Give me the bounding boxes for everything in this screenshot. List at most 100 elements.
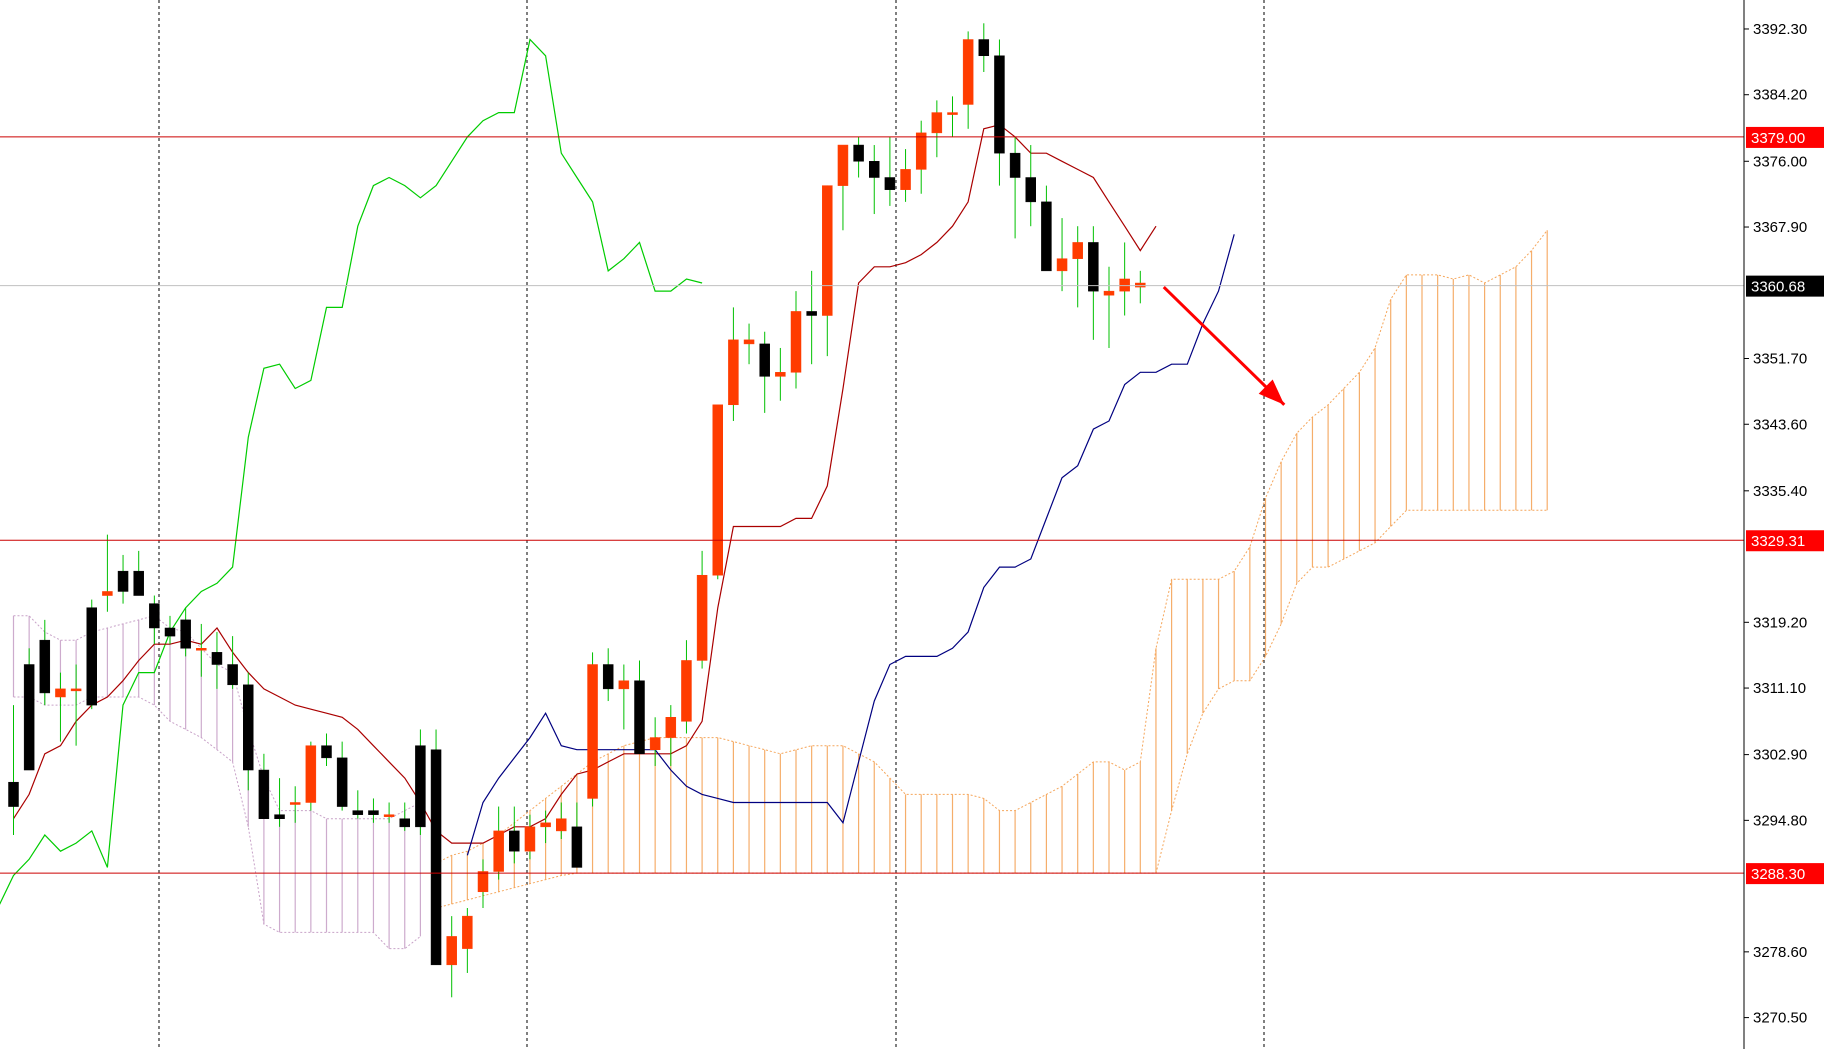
candle-body: [180, 619, 191, 649]
candle: [1119, 242, 1130, 316]
y-tick-label: 3294.80: [1753, 812, 1807, 829]
candle-body: [70, 688, 82, 692]
candle: [618, 664, 630, 730]
candle-body: [509, 830, 520, 852]
candle: [728, 307, 739, 422]
candle: [869, 145, 880, 215]
level-label-3-bg: [1746, 863, 1824, 885]
candle-body: [587, 664, 598, 799]
candle: [806, 270, 817, 365]
candle: [149, 595, 160, 645]
candle: [696, 550, 708, 669]
candle-body: [978, 39, 990, 57]
candle-body: [1119, 278, 1130, 292]
y-tick-label: 3311.10: [1753, 680, 1806, 697]
candle-body: [728, 339, 739, 406]
candle: [243, 672, 254, 791]
candle: [1041, 185, 1052, 272]
candle: [931, 100, 943, 158]
candle: [509, 806, 520, 864]
candle-body: [493, 830, 504, 872]
candle: [665, 705, 677, 766]
level-label-3: 3288.30: [1746, 863, 1824, 885]
y-tick-label: 3278.60: [1753, 944, 1807, 961]
level-label-2: 3329.31: [1746, 530, 1824, 552]
candle: [399, 802, 410, 831]
candle-body: [289, 802, 301, 805]
horizontal-levels: [0, 136, 1744, 874]
price-axis: 3392.30 3384.20 3376.00 3367.90 3351.70 3343.…: [1743, 0, 1824, 1049]
level-label-2-text: 3329.31: [1751, 533, 1805, 550]
candle-body: [524, 826, 536, 852]
y-tick-label: 3343.60: [1753, 416, 1807, 433]
candle-body: [618, 680, 630, 690]
candle: [1025, 145, 1036, 227]
candle-body: [133, 570, 144, 596]
forecast-arrow: [1162, 286, 1286, 406]
candle-body: [759, 343, 770, 377]
candle: [336, 741, 348, 811]
candle-body: [571, 826, 583, 868]
candle: [258, 753, 270, 819]
chikou-span-line: [0, 38, 703, 905]
current-price-label: 3360.68: [1746, 275, 1824, 297]
candle: [556, 802, 567, 840]
candle-body: [947, 112, 958, 115]
candle-body: [258, 769, 270, 819]
candle: [227, 636, 238, 689]
candle: [39, 619, 51, 706]
candle: [994, 39, 1005, 186]
y-tick-label: 3384.20: [1753, 87, 1807, 104]
level-label-2-bg: [1746, 530, 1824, 552]
candle: [180, 607, 191, 657]
candle-body: [368, 810, 379, 815]
candle-body: [1041, 201, 1052, 272]
candle: [571, 802, 583, 868]
candle-body: [430, 749, 442, 966]
level-label-1-bg: [1746, 126, 1824, 148]
candle-body: [102, 591, 113, 596]
candle: [947, 96, 958, 137]
ichimoku-cloud: [12, 229, 1548, 950]
level-label-1-text: 3379.00: [1751, 130, 1805, 147]
candle: [759, 331, 770, 413]
candle: [1135, 270, 1146, 304]
candle-body: [477, 871, 489, 893]
candle: [1072, 226, 1083, 308]
candle-body: [8, 781, 19, 807]
candle-body: [462, 915, 473, 949]
candle-body: [806, 311, 817, 316]
candlesticks: [8, 23, 1146, 998]
candle: [712, 404, 723, 580]
candle-body: [164, 627, 176, 637]
cloud-bearish-span-b: [13, 696, 421, 950]
candle-body: [383, 814, 395, 817]
y-tick-label: 3376.00: [1753, 153, 1807, 170]
candle-body: [634, 680, 645, 755]
candle: [446, 916, 457, 998]
candle-body: [869, 161, 880, 178]
candle: [164, 615, 176, 645]
candle: [524, 814, 536, 860]
arrow-shaft: [1162, 286, 1286, 406]
indicator-lines: [0, 38, 1235, 905]
candle-body: [900, 169, 911, 190]
y-tick-label: 3351.70: [1753, 351, 1807, 368]
candle: [822, 185, 833, 357]
candle: [117, 554, 129, 604]
level-label-3-text: 3288.30: [1751, 866, 1805, 883]
candle-body: [227, 664, 238, 686]
candle: [415, 729, 426, 835]
candle: [321, 733, 332, 766]
grid-layer: [158, 0, 1265, 1049]
candle-body: [1135, 282, 1146, 288]
candle-body: [602, 664, 614, 690]
candle-body: [1009, 152, 1021, 178]
candle-body: [1072, 242, 1083, 259]
current-price-label-bg: [1746, 275, 1824, 297]
y-tick-label: 3335.40: [1753, 483, 1807, 500]
candle: [1103, 266, 1115, 348]
candle: [978, 23, 990, 72]
y-tick-label: 3319.20: [1753, 614, 1807, 631]
